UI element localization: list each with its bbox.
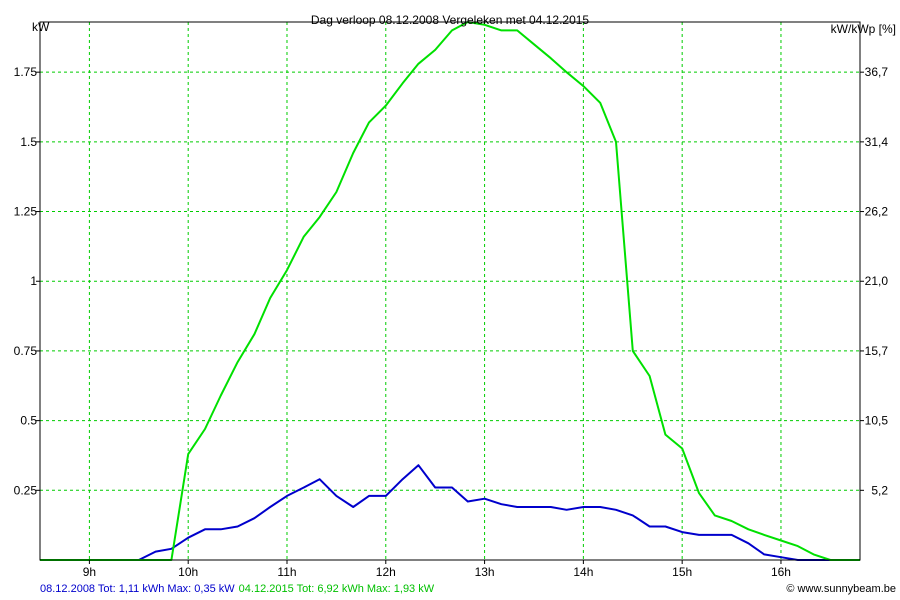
x-tick-label: 13h (475, 565, 495, 579)
x-tick-label: 16h (771, 565, 791, 579)
y-tick-label: 1.5 (20, 135, 37, 149)
series-layer (40, 21, 860, 561)
series-line-1 (40, 464, 860, 561)
y2-tick-label: 31,4 (865, 135, 889, 149)
y-tick-label: 0.5 (20, 414, 37, 428)
y2-tick-label: 10,5 (865, 414, 889, 428)
y-axis-right: 5,2 10,5 15,7 21,0 26,2 31,4 36,7 (860, 65, 888, 497)
x-tick-label: 11h (277, 565, 296, 579)
y2-tick-label: 36,7 (865, 65, 889, 79)
x-tick-label: 12h (376, 565, 396, 579)
x-tick-label: 10h (178, 565, 198, 579)
grid-lines (40, 22, 860, 560)
y-tick-label: 1.25 (14, 205, 38, 219)
y-tick-label: 1.75 (14, 65, 38, 79)
plot-background (40, 22, 860, 560)
y-axis-left: 0.25 0.5 0.75 1 1.25 1.5 1.75 (14, 65, 40, 497)
chart-title: Dag verloop 08.12.2008 Vergeleken met 04… (311, 13, 590, 27)
y-tick-label: 0.25 (14, 483, 38, 497)
legend-series-2: 04.12.2015 Tot: 6,92 kWh Max: 1,93 kW (238, 583, 435, 595)
y-tick-label: 0.75 (14, 344, 38, 358)
series-line-2 (40, 21, 860, 561)
plot-frame (39, 21, 861, 561)
y-axis-right-label: kW/kWp [%] (831, 22, 896, 36)
y-tick-label: 1 (30, 274, 37, 288)
x-tick-label: 15h (672, 565, 692, 579)
y2-tick-label: 15,7 (865, 344, 889, 358)
y-axis-left-label: kW (32, 20, 50, 34)
y2-tick-label: 5,2 (871, 483, 888, 497)
y2-tick-label: 26,2 (865, 205, 889, 219)
x-tick-label: 14h (573, 565, 593, 579)
copyright: © www.sunnybeam.be (786, 583, 896, 595)
x-tick-label: 9h (83, 565, 96, 579)
x-axis: 9h 10h 11h 12h 13h 14h 15h 16h (83, 560, 791, 579)
y2-tick-label: 21,0 (865, 274, 889, 288)
legend: 08.12.2008 Tot: 1,11 kWh Max: 0,35 kW 04.… (40, 583, 438, 595)
legend-series-1: 08.12.2008 Tot: 1,11 kWh Max: 0,35 kW (40, 583, 235, 595)
